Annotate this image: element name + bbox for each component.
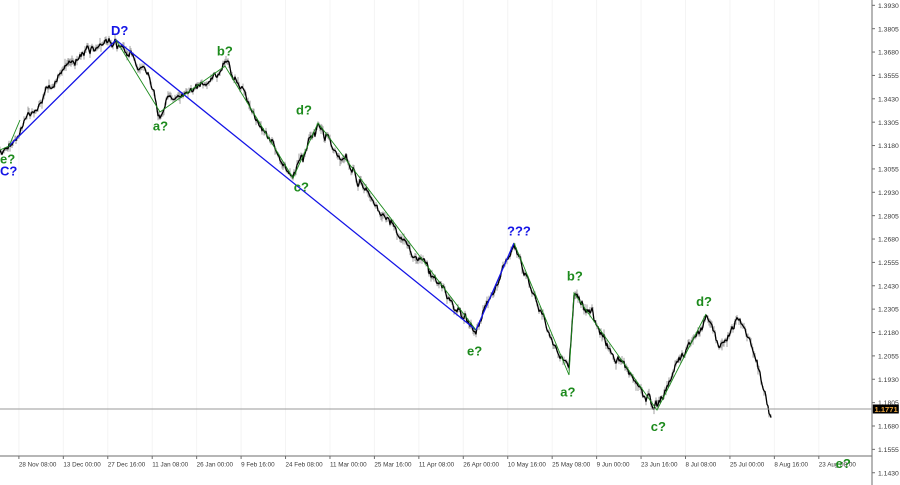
svg-text:1.3180: 1.3180 [878,143,899,150]
svg-text:1.3555: 1.3555 [878,73,899,80]
svg-text:1.2930: 1.2930 [878,190,899,197]
svg-text:1.2055: 1.2055 [878,353,899,360]
svg-text:C?: C? [0,163,17,178]
svg-text:1.3305: 1.3305 [878,120,899,127]
svg-text:26 Apr 00:00: 26 Apr 00:00 [463,462,499,469]
svg-text:13 Dec 00:00: 13 Dec 00:00 [63,462,101,469]
svg-text:1.3055: 1.3055 [878,167,899,174]
svg-text:11 Mar 00:00: 11 Mar 00:00 [330,462,367,469]
svg-text:1.1430: 1.1430 [878,470,899,477]
svg-text:c?: c? [651,419,666,434]
svg-text:1.1771: 1.1771 [875,405,899,414]
svg-text:8 Jul 08:00: 8 Jul 08:00 [685,462,716,469]
svg-text:25 Jul 00:00: 25 Jul 00:00 [730,462,765,469]
svg-text:9 Jun 00:00: 9 Jun 00:00 [597,462,630,469]
svg-text:27 Dec 16:00: 27 Dec 16:00 [108,462,146,469]
svg-text:28 Nov 08:00: 28 Nov 08:00 [19,462,57,469]
svg-text:a?: a? [560,385,575,400]
svg-text:1.2430: 1.2430 [878,283,899,290]
svg-text:1.2680: 1.2680 [878,237,899,244]
svg-text:1.2555: 1.2555 [878,260,899,267]
svg-text:1.1930: 1.1930 [878,377,899,384]
svg-text:1.1555: 1.1555 [878,447,899,454]
svg-text:e?: e? [836,456,851,471]
svg-text:1.3680: 1.3680 [878,50,899,57]
svg-text:d?: d? [296,103,312,118]
svg-text:25 Mar 16:00: 25 Mar 16:00 [374,462,412,469]
svg-text:1.1680: 1.1680 [878,424,899,431]
svg-text:26 Jan 00:00: 26 Jan 00:00 [197,462,234,469]
svg-text:11 Apr 08:00: 11 Apr 08:00 [419,462,455,469]
svg-text:1.3805: 1.3805 [878,26,899,33]
svg-text:8 Aug 16:00: 8 Aug 16:00 [774,462,808,469]
svg-text:???: ??? [507,224,531,239]
svg-text:25 May 08:00: 25 May 08:00 [552,462,591,469]
svg-text:d?: d? [696,294,712,309]
svg-text:9 Feb 16:00: 9 Feb 16:00 [241,462,275,469]
svg-text:1.3930: 1.3930 [878,3,899,10]
svg-text:10 May 16:00: 10 May 16:00 [508,462,547,469]
svg-text:b?: b? [217,43,233,58]
svg-text:e?: e? [467,343,482,358]
svg-text:c?: c? [294,179,309,194]
svg-text:24 Feb 08:00: 24 Feb 08:00 [286,462,324,469]
svg-text:1.2180: 1.2180 [878,330,899,337]
svg-text:1.2305: 1.2305 [878,307,899,314]
svg-text:D?: D? [111,23,128,38]
svg-text:11 Jan 08:00: 11 Jan 08:00 [152,462,188,469]
svg-text:23 Jun 16:00: 23 Jun 16:00 [641,462,678,469]
svg-text:a?: a? [153,118,168,133]
svg-text:1.3430: 1.3430 [878,96,899,103]
svg-text:1.2805: 1.2805 [878,213,899,220]
svg-text:b?: b? [567,269,583,284]
